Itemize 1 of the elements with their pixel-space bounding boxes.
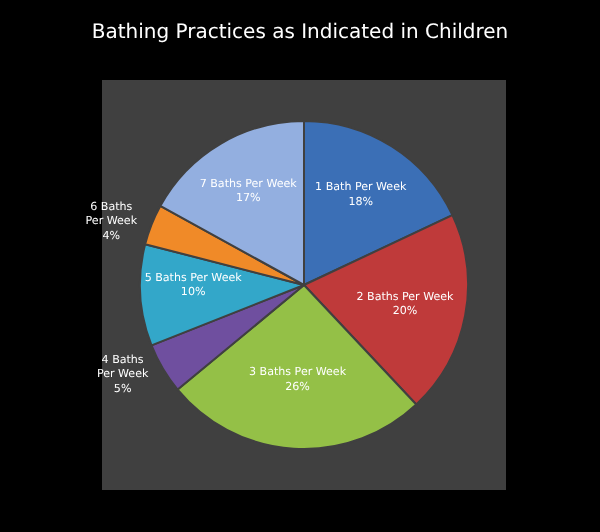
chart-title: Bathing Practices as Indicated in Children xyxy=(91,21,509,44)
